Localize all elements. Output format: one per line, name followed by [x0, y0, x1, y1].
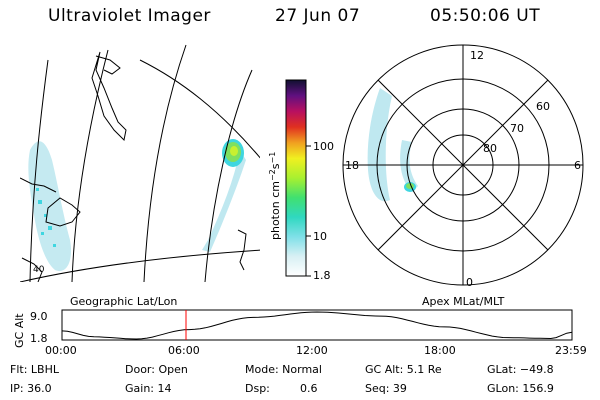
info-flt: Flt: LBHL [10, 363, 59, 376]
info-ip: IP: 36.0 [10, 382, 52, 395]
geographic-label: Geographic Lat/Lon [70, 295, 178, 308]
aurora-bright-spot [222, 139, 244, 167]
altitude-curve [61, 311, 573, 340]
xtick-0600: 06:00 [168, 344, 200, 357]
xtick-2359: 23:59 [555, 344, 587, 357]
xtick-1800: 18:00 [424, 344, 456, 357]
xtick-0000: 00:00 [45, 344, 77, 357]
mlat-label-70: 70 [510, 122, 524, 135]
polar-plot [342, 44, 584, 286]
date-label: 27 Jun 07 [275, 6, 361, 26]
info-gcalt: GC Alt: 5.1 Re [365, 363, 442, 376]
xtick-1200: 12:00 [296, 344, 328, 357]
colorbar-tick-min: 1.8 [313, 269, 331, 282]
mlat-label-60: 60 [536, 100, 550, 113]
info-glon: GLon: 156.9 [487, 382, 554, 395]
mlt-label-bottom: 0 [466, 276, 473, 289]
altitude-plot [61, 309, 573, 341]
altitude-ymin: 1.8 [30, 332, 48, 345]
altitude-ylabel: GC Alt [13, 313, 26, 348]
altitude-ymax: 9.0 [30, 310, 48, 323]
mlt-label-top: 12 [470, 49, 484, 62]
instrument-title: Ultraviolet Imager [48, 6, 211, 26]
info-dsp-value: 0.6 [300, 382, 318, 395]
info-glat: GLat: −49.8 [487, 363, 554, 376]
map-corner-lat: 40 [33, 265, 45, 275]
colorbar-unit-label: photon cm−2s−1 [268, 152, 282, 240]
colorbar [285, 79, 311, 277]
mlt-label-left: 18 [345, 159, 359, 172]
info-seq: Seq: 39 [365, 382, 407, 395]
info-dsp-label: Dsp: [245, 382, 270, 395]
info-gain: Gain: 14 [125, 382, 172, 395]
colorbar-tick-100: 100 [313, 140, 334, 153]
colorbar-tick-10: 10 [313, 230, 327, 243]
time-label: 05:50:06 UT [430, 6, 541, 26]
mlt-label-right: 6 [574, 159, 581, 172]
info-door: Door: Open [125, 363, 188, 376]
mlat-label-80: 80 [483, 142, 497, 155]
apex-label: Apex MLat/MLT [422, 295, 505, 308]
info-mode: Mode: Normal [245, 363, 322, 376]
